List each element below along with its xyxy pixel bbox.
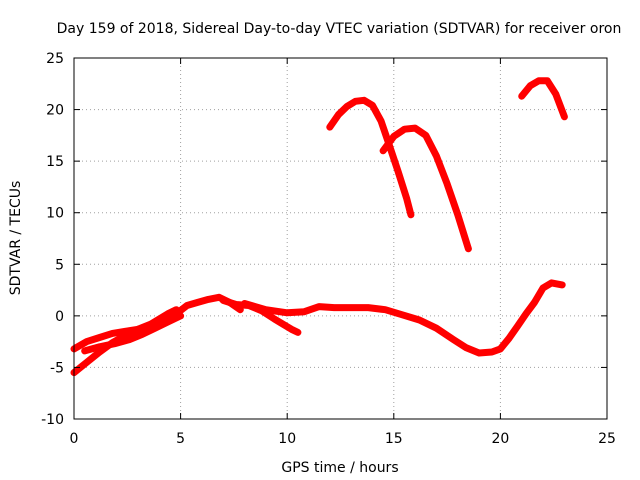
y-tick-label: -10	[41, 412, 64, 428]
series-track-2	[70, 306, 180, 377]
series-track-6	[326, 96, 415, 219]
y-tick-label: 0	[55, 309, 64, 325]
series-track-5	[241, 279, 566, 357]
y-tick-label: 10	[46, 206, 64, 222]
y-tick-label: 25	[46, 51, 64, 67]
series-track-4	[219, 296, 302, 336]
y-tick-label: -5	[50, 360, 64, 376]
series-track-3	[81, 312, 185, 355]
y-tick-label: 5	[55, 257, 64, 273]
x-tick-label: 5	[176, 431, 185, 447]
x-tick-label: 10	[278, 431, 296, 447]
chart-title: Day 159 of 2018, Sidereal Day-to-day VTE…	[57, 21, 622, 37]
series-layer	[70, 77, 568, 377]
tick-labels: 0 5 10 15 20 25 -10 -5 0 5 10 15 20 25	[41, 51, 616, 447]
x-axis-label: GPS time / hours	[281, 460, 398, 476]
x-tick-label: 20	[491, 431, 509, 447]
y-axis-label: SDTVAR / TECUs	[8, 181, 24, 296]
y-tick-label: 20	[46, 103, 64, 119]
grid	[74, 58, 607, 419]
x-tick-label: 15	[385, 431, 403, 447]
ticks	[73, 57, 608, 420]
x-tick-label: 0	[70, 431, 79, 447]
plot-frame	[73, 57, 608, 420]
series-track-8	[518, 77, 568, 121]
y-tick-label: 15	[46, 154, 64, 170]
series-track-7	[379, 124, 472, 253]
x-tick-label: 25	[598, 431, 616, 447]
